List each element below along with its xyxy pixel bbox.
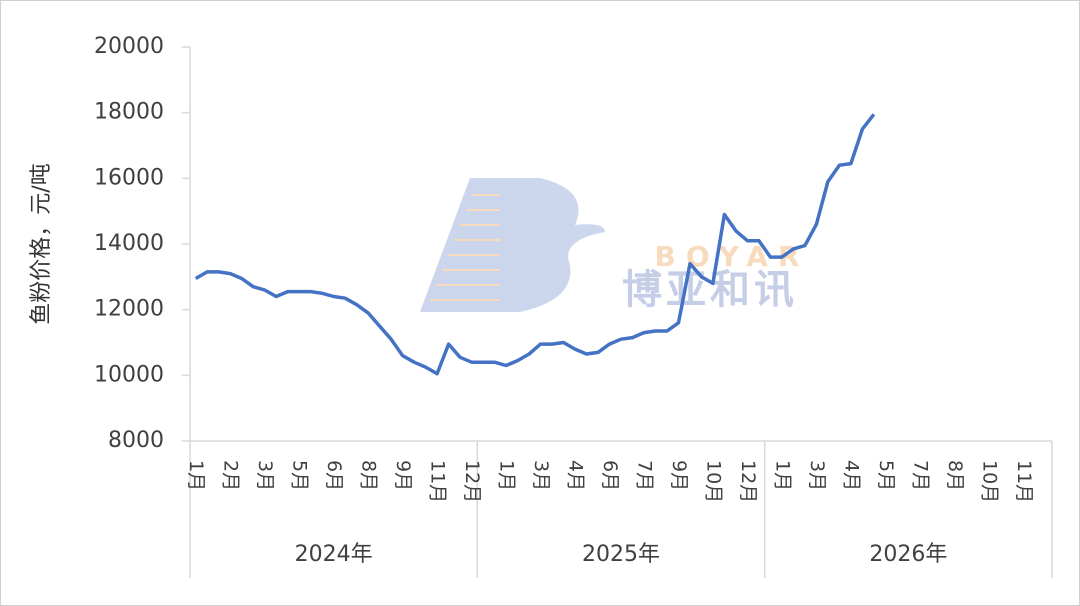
x-tick-label: 6月	[599, 460, 621, 491]
year-label: 2024年	[295, 542, 373, 567]
x-tick-label: 5月	[875, 460, 897, 491]
y-tick-label: 12000	[94, 297, 164, 322]
x-tick-label: 1月	[771, 460, 793, 491]
x-tick-label: 9月	[668, 460, 690, 491]
x-tick-label: 9月	[392, 460, 414, 491]
x-tick-label: 1月	[496, 460, 518, 491]
x-tick-label: 7月	[909, 460, 931, 491]
x-tick-label: 6月	[323, 460, 345, 491]
x-tick-label: 3月	[254, 460, 276, 491]
x-tick-label: 2月	[220, 460, 242, 491]
watermark-stripes	[430, 194, 500, 301]
x-tick-label: 7月	[633, 460, 655, 491]
x-tick-label: 4月	[565, 460, 587, 491]
x-tick-label: 12月	[737, 460, 759, 503]
x-tick-label: 8月	[358, 460, 380, 491]
x-tick-label: 1月	[185, 460, 207, 491]
y-tick-label: 10000	[94, 362, 164, 387]
x-tick-label: 5月	[289, 460, 311, 491]
watermark-logo	[420, 178, 605, 312]
x-tick-label: 10月	[702, 460, 724, 503]
x-tick-label: 11月	[1013, 460, 1035, 503]
y-tick-label: 20000	[94, 34, 164, 59]
y-axis-title: 鱼粉价格，元/吨	[29, 163, 54, 324]
x-tick-label: 11月	[427, 460, 449, 503]
x-tick-label: 3月	[530, 460, 552, 491]
watermark-name: 博亚和讯	[622, 267, 798, 313]
plot-area: 8000 10000 12000 14000 16000 18000 20000 2024年 2…	[94, 34, 1053, 578]
y-tick-label: 18000	[94, 100, 164, 125]
x-tick-label: 3月	[806, 460, 828, 491]
y-tick-label: 14000	[94, 231, 164, 256]
x-tick-label: 12月	[461, 460, 483, 503]
x-tick-label: 8月	[944, 460, 966, 491]
x-tick-label: 10月	[978, 460, 1000, 503]
y-tick-label: 8000	[108, 428, 164, 453]
year-label: 2026年	[869, 542, 947, 567]
x-tick-label: 4月	[840, 460, 862, 491]
year-label: 2025年	[582, 542, 660, 567]
price-line	[194, 113, 876, 376]
y-tick-label: 16000	[94, 165, 164, 190]
